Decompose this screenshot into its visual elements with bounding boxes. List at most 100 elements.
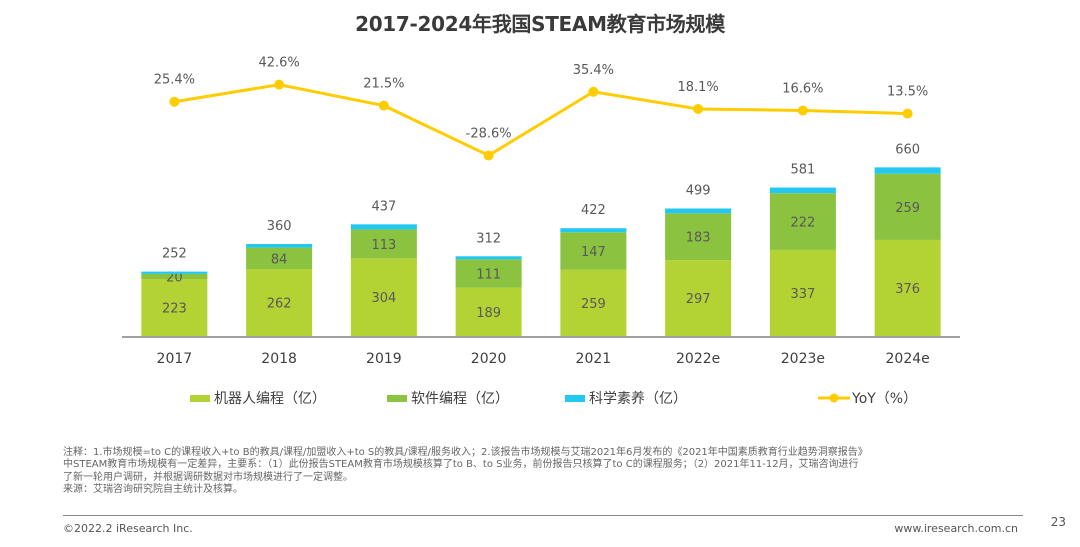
bar-segment-software-programming <box>350 229 417 259</box>
bar-segment-robot-programming <box>455 287 522 336</box>
bar-segment-software-programming <box>246 247 313 270</box>
yoy-line <box>174 83 908 158</box>
bar-segment-label-robot-programming: 223 <box>162 302 187 317</box>
x-axis-ticks: 2017 2018 2019 2020 2021 2022e 2023e 2024e <box>157 351 930 367</box>
yoy-point <box>588 86 599 97</box>
legend-swatch-software-programming <box>387 394 407 402</box>
footnote-line: 注释：1.市场规模=to C的课程收入+to B的教具/课程/加盟收入+to S… <box>63 447 868 458</box>
yoy-point-label: 21.5% <box>363 77 404 92</box>
bar-segment-label-software-programming: 222 <box>790 216 815 231</box>
yoy-point-label: 35.4% <box>573 63 614 78</box>
legend-item-yoy: YoY（%） <box>818 389 917 407</box>
legend-swatch-robot-programming <box>190 394 210 402</box>
yoy-point-label: 16.6% <box>782 81 823 96</box>
legend-label: YoY（%） <box>852 391 918 407</box>
bar-segment-label-software-programming: 111 <box>476 268 501 283</box>
legend-item-software-programming: 软件编程（亿） <box>387 389 509 407</box>
bar-total-label: 581 <box>790 163 815 178</box>
yoy-point <box>693 103 704 114</box>
website-link[interactable]: www.iresearch.com.cn <box>894 522 1018 535</box>
legend-item-science-literacy: 科学素养（亿） <box>565 389 687 407</box>
legend-item-robot-programming: 机器人编程（亿） <box>190 389 326 407</box>
bar-segment-software-programming <box>665 213 732 261</box>
bars-layer: 223 20 252 262 84 360 304 113 437 189 111 312 259 147… <box>141 142 941 336</box>
bar-segment-robot-programming <box>141 279 208 336</box>
bar-segment-software-programming <box>455 259 522 288</box>
bar-segment-label-software-programming: 20 <box>166 270 183 285</box>
x-tick-label: 2024e <box>886 351 930 367</box>
stacked-bar-line-chart: 223 20 252 262 84 360 304 113 437 189 111 312 259 147… <box>122 56 960 367</box>
yoy-point <box>169 96 180 107</box>
bar-segment-science-literacy <box>769 187 836 194</box>
bar-segment-software-programming <box>874 173 941 240</box>
bar-segment-robot-programming <box>874 239 941 336</box>
bar-total-label: 312 <box>476 231 501 246</box>
bar-segment-science-literacy <box>560 228 627 233</box>
bar-segment-label-robot-programming: 259 <box>581 297 606 312</box>
yoy-point-label: 25.4% <box>154 73 195 88</box>
bar-segment-label-robot-programming: 262 <box>267 297 292 312</box>
footer-divider <box>63 515 1023 516</box>
bar-segment-robot-programming <box>560 269 627 336</box>
bar-segment-label-robot-programming: 304 <box>371 291 396 306</box>
bar-segment-label-robot-programming: 297 <box>686 292 711 307</box>
yoy-point-label: 18.1% <box>677 80 718 95</box>
bar-segment-label-software-programming: 113 <box>371 238 396 253</box>
x-tick-label: 2023e <box>781 351 825 367</box>
x-tick-label: 2022e <box>676 351 720 367</box>
yoy-point <box>902 108 913 119</box>
bar-segment-robot-programming <box>350 258 417 336</box>
bar-total-label: 437 <box>371 199 396 214</box>
yoy-line-layer: 25.4% 42.6% 21.5% -28.6% 35.4% 18.1% 16.6% 13.5… <box>154 56 928 161</box>
bar-segment-label-robot-programming: 337 <box>790 287 815 302</box>
x-tick-label: 2019 <box>366 351 402 367</box>
legend-label: 软件编程（亿） <box>411 391 509 407</box>
bar-segment-software-programming <box>560 232 627 270</box>
x-tick-label: 2021 <box>576 351 612 367</box>
x-tick-label: 2017 <box>157 351 193 367</box>
bar-segment-science-literacy <box>246 244 313 248</box>
source-line: 来源：艾瑞咨询研究院自主统计及核算。 <box>63 484 243 496</box>
footnote-line: 中STEAM教育市场规模有一定差异，主要系：（1）此份报告STEAM教育市场规模… <box>63 459 859 471</box>
bar-segment-label-software-programming: 147 <box>581 245 606 260</box>
bar-segment-science-literacy <box>141 271 208 274</box>
copyright-text: ©2022.2 iResearch Inc. <box>63 522 193 535</box>
x-tick-label: 2018 <box>261 351 297 367</box>
bar-segment-label-software-programming: 259 <box>895 201 920 216</box>
bar-total-label: 499 <box>686 184 711 199</box>
yoy-point <box>274 79 285 90</box>
bar-total-label: 252 <box>162 247 187 262</box>
bar-segment-robot-programming <box>665 260 732 336</box>
bar-segment-label-software-programming: 183 <box>686 231 711 246</box>
bar-total-label: 660 <box>895 142 920 157</box>
x-tick-label: 2020 <box>471 351 507 367</box>
legend-label: 机器人编程（亿） <box>214 391 326 407</box>
legend-swatch-science-literacy <box>565 394 585 402</box>
bar-segment-robot-programming <box>246 269 313 336</box>
yoy-point-label: 42.6% <box>258 56 299 71</box>
bar-segment-software-programming <box>141 273 208 280</box>
footnote-line: 了新一轮用户调研，并根据调研数据对市场规模进行了一定调整。 <box>63 471 353 483</box>
yoy-point <box>797 105 808 116</box>
bar-segment-science-literacy <box>350 224 417 230</box>
footnotes: 注释：1.市场规模=to C的课程收入+to B的教具/课程/加盟收入+to S… <box>63 447 1053 497</box>
page-number: 23 <box>1050 515 1066 529</box>
legend-line-marker-icon <box>818 393 850 403</box>
yoy-point <box>483 150 494 161</box>
legend: 机器人编程（亿） 软件编程（亿） 科学素养（亿） YoY（%） <box>0 389 1080 409</box>
bar-total-label: 422 <box>581 203 606 218</box>
bar-segment-label-software-programming: 84 <box>271 252 288 267</box>
bar-segment-science-literacy <box>455 256 522 260</box>
bar-segment-robot-programming <box>769 249 836 336</box>
bar-segment-science-literacy <box>874 167 941 174</box>
legend-label: 科学素养（亿） <box>589 391 687 407</box>
yoy-point-label: -28.6% <box>466 126 512 141</box>
bar-segment-software-programming <box>769 193 836 250</box>
yoy-point-label: 13.5% <box>887 85 928 100</box>
bar-segment-label-robot-programming: 189 <box>476 306 501 321</box>
chart-title: 2017-2024年我国STEAM教育市场规模 <box>355 12 725 36</box>
bar-segment-label-robot-programming: 376 <box>895 282 920 297</box>
bar-total-label: 360 <box>267 219 292 234</box>
yoy-point <box>378 100 389 111</box>
bar-segment-science-literacy <box>665 208 732 214</box>
